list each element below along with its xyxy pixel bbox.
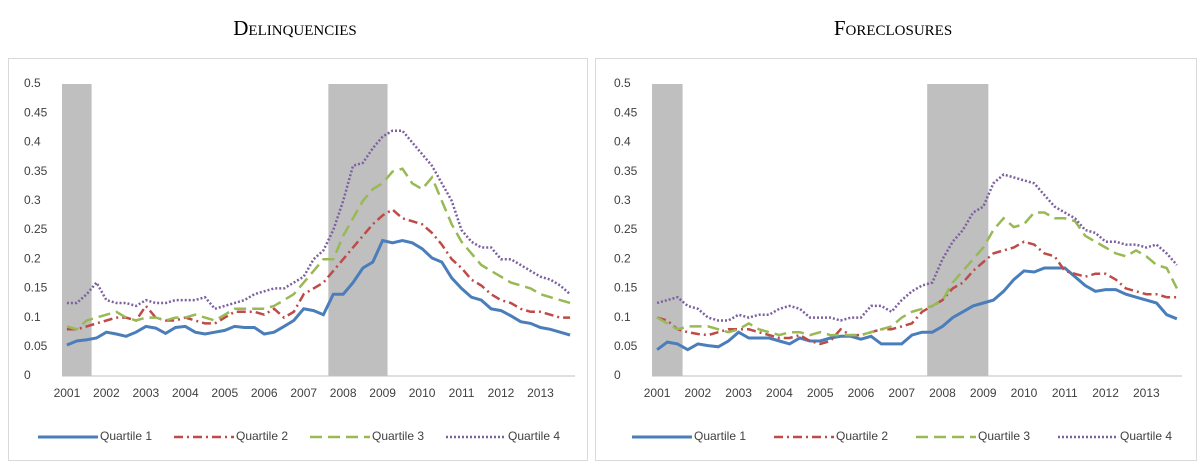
y-tick-label: 0.45 bbox=[24, 105, 48, 119]
panel-border bbox=[8, 58, 588, 461]
y-tick-label: 0.35 bbox=[614, 164, 638, 178]
recession-band bbox=[927, 84, 989, 376]
y-tick-label: 0.15 bbox=[614, 281, 638, 295]
y-tick-label: 0.4 bbox=[24, 135, 41, 149]
x-tick-label: 2004 bbox=[766, 386, 793, 400]
chart-title: Delinquencies bbox=[233, 16, 356, 40]
x-tick-label: 2001 bbox=[644, 386, 671, 400]
recession-band bbox=[328, 84, 388, 376]
legend-label: Quartile 2 bbox=[836, 429, 888, 443]
series-line bbox=[66, 167, 571, 331]
panel-border bbox=[595, 58, 1197, 461]
recession-band bbox=[62, 84, 92, 376]
y-tick-label: 0 bbox=[614, 368, 621, 382]
x-tick-label: 2009 bbox=[970, 386, 997, 400]
x-tick-label: 2011 bbox=[1052, 386, 1078, 400]
series-line bbox=[656, 240, 1177, 346]
legend-label: Quartile 4 bbox=[508, 429, 560, 443]
x-tick-label: 2009 bbox=[369, 386, 396, 400]
x-tick-label: 2006 bbox=[251, 386, 278, 400]
legend-label: Quartile 3 bbox=[372, 429, 424, 443]
y-tick-label: 0.4 bbox=[614, 135, 631, 149]
legend-label: Quartile 1 bbox=[100, 429, 152, 443]
x-tick-label: 2003 bbox=[133, 386, 160, 400]
y-tick-label: 0.2 bbox=[614, 251, 631, 265]
x-tick-label: 2010 bbox=[409, 386, 436, 400]
y-tick-label: 0.45 bbox=[614, 105, 638, 119]
x-tick-label: 2012 bbox=[488, 386, 515, 400]
legend-label: Quartile 2 bbox=[236, 429, 288, 443]
series-line bbox=[656, 173, 1178, 322]
x-tick-label: 2006 bbox=[848, 386, 875, 400]
x-tick-label: 2008 bbox=[929, 386, 956, 400]
x-tick-label: 2002 bbox=[685, 386, 712, 400]
y-tick-label: 0.5 bbox=[24, 76, 41, 90]
y-tick-label: 0.25 bbox=[614, 222, 638, 236]
x-tick-label: 2008 bbox=[330, 386, 357, 400]
y-tick-label: 0.3 bbox=[614, 193, 631, 207]
y-tick-label: 0.05 bbox=[24, 339, 48, 353]
y-tick-label: 0.5 bbox=[614, 76, 631, 90]
x-tick-label: 2005 bbox=[211, 386, 238, 400]
legend-label: Quartile 3 bbox=[978, 429, 1030, 443]
legend-label: Quartile 4 bbox=[1120, 429, 1172, 443]
x-tick-label: 2002 bbox=[93, 386, 120, 400]
x-tick-label: 2013 bbox=[1133, 386, 1160, 400]
x-tick-label: 2013 bbox=[527, 386, 554, 400]
y-tick-label: 0.25 bbox=[24, 222, 48, 236]
y-tick-label: 0.35 bbox=[24, 164, 48, 178]
recession-band bbox=[652, 84, 683, 376]
legend-label: Quartile 1 bbox=[694, 429, 746, 443]
series-line bbox=[66, 238, 571, 347]
chart-title: Foreclosures bbox=[834, 16, 952, 40]
y-tick-label: 0.15 bbox=[24, 281, 48, 295]
series-line bbox=[66, 129, 571, 311]
series-line bbox=[656, 211, 1179, 337]
series-line bbox=[66, 208, 571, 331]
x-tick-label: 2010 bbox=[1011, 386, 1038, 400]
x-tick-label: 2012 bbox=[1092, 386, 1119, 400]
x-tick-label: 2007 bbox=[888, 386, 915, 400]
x-tick-label: 2007 bbox=[290, 386, 317, 400]
x-tick-label: 2005 bbox=[807, 386, 834, 400]
x-tick-label: 2003 bbox=[725, 386, 752, 400]
y-tick-label: 0.1 bbox=[614, 310, 631, 324]
y-tick-label: 0.3 bbox=[24, 193, 41, 207]
x-tick-label: 2004 bbox=[172, 386, 199, 400]
y-tick-label: 0.1 bbox=[24, 310, 41, 324]
y-tick-label: 0 bbox=[24, 368, 31, 382]
x-tick-label: 2001 bbox=[54, 386, 81, 400]
x-tick-label: 2011 bbox=[449, 386, 475, 400]
series-line bbox=[656, 266, 1178, 352]
y-tick-label: 0.05 bbox=[614, 339, 638, 353]
y-tick-label: 0.2 bbox=[24, 251, 41, 265]
